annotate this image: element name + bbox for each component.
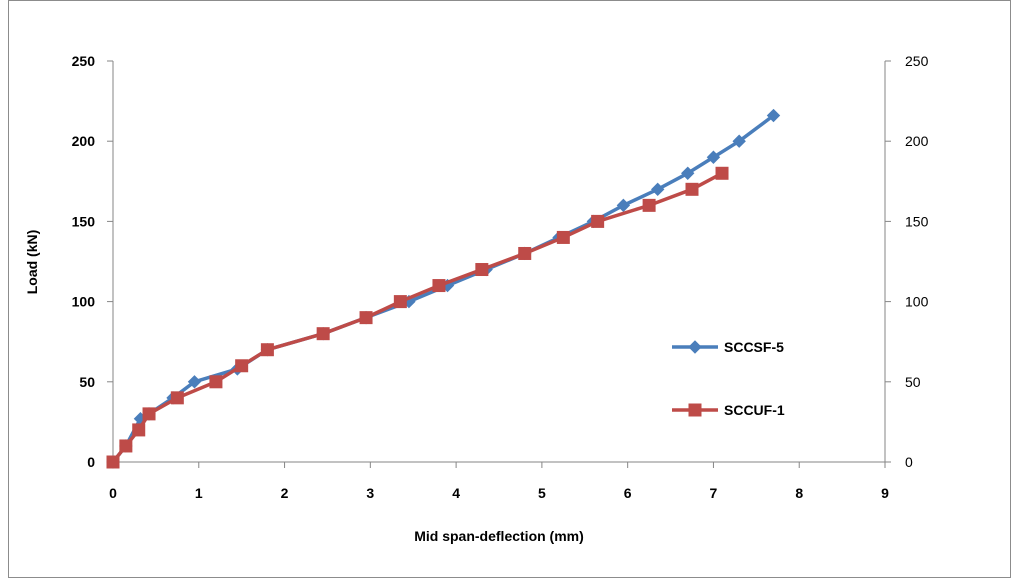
x-axis-title: Mid span-deflection (mm) (414, 528, 584, 544)
data-point (316, 327, 330, 341)
data-point (359, 311, 373, 325)
y-tick-label-left: 0 (87, 454, 95, 470)
y-tick-label-right: 100 (905, 294, 929, 310)
x-tick-label: 3 (366, 485, 374, 501)
y-tick-label-right: 0 (905, 454, 913, 470)
x-tick-label: 1 (195, 485, 203, 501)
series-line (111, 171, 723, 464)
legend-label: SCCSF-5 (724, 339, 784, 355)
y-axis-title: Load (kN) (24, 230, 40, 295)
data-point (685, 182, 699, 196)
data-point (475, 263, 489, 277)
data-point (642, 198, 656, 212)
legend: SCCSF-5 SCCUF-1 (672, 339, 785, 418)
data-point (209, 375, 223, 389)
data-point (518, 246, 532, 260)
y-tick-label-left: 50 (79, 374, 95, 390)
legend-marker (688, 403, 702, 417)
data-point (132, 423, 146, 437)
data-point (706, 150, 721, 164)
data-point (556, 230, 570, 244)
x-tick-label: 2 (281, 485, 289, 501)
series-sccuf-1 (106, 166, 729, 469)
y-tick-label-right: 200 (905, 133, 929, 149)
y-tick-label-left: 150 (72, 213, 96, 229)
y-tick-label-right: 150 (905, 213, 929, 229)
series-layer (106, 108, 781, 469)
x-tick-label: 8 (795, 485, 803, 501)
y-tick-label-left: 200 (72, 133, 96, 149)
data-point (766, 108, 781, 123)
legend-marker (688, 340, 702, 354)
x-tick-label: 9 (881, 485, 889, 501)
data-point (616, 198, 631, 213)
data-point (106, 455, 120, 469)
x-tick-label: 4 (452, 485, 460, 501)
data-point (235, 359, 249, 373)
data-point (170, 391, 184, 405)
data-point (715, 166, 729, 180)
x-tick-label: 0 (109, 485, 117, 501)
legend-label: SCCUF-1 (724, 402, 785, 418)
data-point (393, 295, 407, 309)
data-point (142, 407, 156, 421)
y-tick-label-right: 250 (905, 53, 929, 69)
data-point (650, 182, 665, 197)
data-point (187, 375, 202, 389)
x-tick-label: 6 (624, 485, 632, 501)
y-tick-label-right: 50 (905, 374, 921, 390)
data-point (732, 134, 746, 148)
chart-frame (8, 0, 1011, 578)
y-tick-label-left: 100 (72, 294, 96, 310)
y-tick-label-left: 250 (72, 53, 96, 69)
data-point (591, 214, 605, 228)
x-tick-label: 5 (538, 485, 546, 501)
data-point (432, 279, 446, 293)
data-point (681, 166, 695, 180)
data-point (260, 343, 274, 357)
data-point (119, 439, 133, 453)
x-tick-label: 7 (710, 485, 718, 501)
